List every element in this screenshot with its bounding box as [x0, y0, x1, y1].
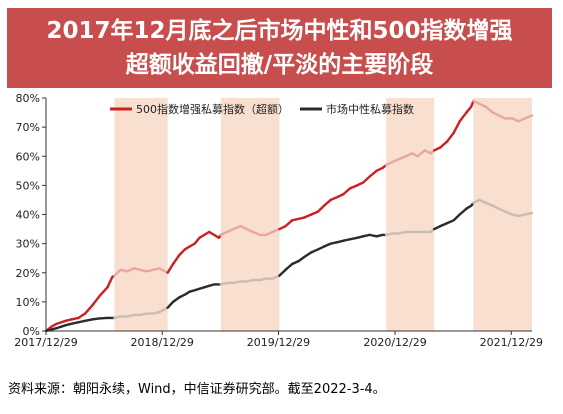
- series-segment: [271, 274, 281, 280]
- x-tick-label: 2021/12/29: [480, 336, 543, 349]
- series-segment: [284, 219, 294, 228]
- series-segment: [225, 227, 235, 234]
- series-segment: [484, 105, 495, 114]
- legend-label-2: 市场中性私募指数: [326, 102, 414, 116]
- series-segment: [271, 227, 281, 234]
- series-segment: [416, 149, 426, 158]
- y-tick-label: 80%: [16, 92, 40, 105]
- series-segment: [83, 318, 95, 323]
- series-segment: [98, 286, 109, 298]
- x-tick-label: 2020/12/29: [363, 336, 426, 349]
- series-segment: [362, 175, 371, 184]
- x-tick-label: 2019/12/29: [247, 336, 310, 349]
- chart-legend: 500指数增强私募指数（超额） 市场中性私募指数: [110, 102, 414, 116]
- series-segment: [465, 105, 473, 114]
- series-segment: [342, 187, 352, 196]
- series-segment: [484, 201, 495, 207]
- x-tick-label: 2018/12/29: [131, 336, 194, 349]
- series-segment: [91, 294, 101, 306]
- shaded-period-2: [220, 98, 280, 331]
- series-segment: [284, 262, 294, 272]
- series-segment: [310, 210, 320, 216]
- line-chart: 0% 10% 20% 30% 40% 50% 60% 70% 80% 2017/12/29 2018…: [14, 92, 543, 349]
- series-segment: [158, 306, 169, 314]
- series-1: [44, 99, 534, 333]
- series-segment: [303, 213, 313, 219]
- y-tick-label: 30%: [16, 238, 40, 251]
- series-segment: [397, 155, 408, 161]
- series-segment: [98, 316, 109, 320]
- series-segment: [368, 169, 378, 178]
- series-segment: [523, 211, 534, 216]
- series-segment: [166, 262, 175, 274]
- series-segment: [171, 296, 181, 304]
- series-segment: [193, 236, 201, 245]
- series-segment: [106, 275, 114, 289]
- shaded-period-1: [114, 98, 168, 331]
- series-segment: [303, 251, 313, 258]
- chart-series: [44, 99, 534, 333]
- series-segment: [322, 198, 332, 207]
- series-segment: [452, 120, 461, 135]
- series-segment: [390, 157, 401, 164]
- y-tick-label: 20%: [16, 267, 40, 280]
- series-segment: [458, 207, 468, 216]
- series-segment: [158, 267, 169, 274]
- series-segment: [251, 230, 262, 237]
- series-segment: [126, 267, 136, 273]
- series-segment: [348, 184, 359, 190]
- series-segment: [278, 268, 287, 277]
- series-segment: [310, 248, 320, 254]
- series-segment: [452, 213, 461, 222]
- shaded-period-3: [386, 98, 435, 331]
- series-segment: [166, 300, 175, 309]
- chart-title-line-2: 超额收益回撤/平淡的主要阶段: [125, 52, 434, 78]
- y-tick-label: 50%: [16, 179, 40, 192]
- x-tick-label: 2017/12/29: [14, 336, 77, 349]
- shaded-period-bands: [114, 98, 532, 331]
- series-segment: [77, 312, 87, 320]
- series-segment: [439, 140, 449, 149]
- series-2: [44, 198, 534, 333]
- series-segment: [445, 131, 455, 143]
- legend-label-1: 500指数增强私募指数（超额）: [136, 102, 289, 116]
- series-segment: [445, 219, 455, 225]
- chart-axes: 0% 10% 20% 30% 40% 50% 60% 70% 80% 2017/12/29 2018…: [14, 92, 543, 349]
- y-tick-label: 10%: [16, 296, 40, 309]
- title-banner: 2017年12月底之后市场中性和500指数增强 超额收益回撤/平淡的主要阶段: [7, 8, 552, 88]
- series-segment: [329, 195, 339, 202]
- series-segment: [322, 242, 332, 248]
- series-segment: [523, 114, 534, 120]
- series-segment: [177, 248, 187, 257]
- series-segment: [171, 254, 181, 266]
- y-tick-label: 60%: [16, 150, 40, 163]
- series-segment: [297, 255, 306, 263]
- series-segment: [83, 303, 95, 315]
- y-tick-label: 0%: [23, 325, 40, 338]
- source-note: 资料来源：朝阳永续，Wind，中信证券研究部。截至2022-3-4。: [8, 382, 386, 397]
- series-segment: [458, 111, 468, 123]
- series-segment: [316, 204, 326, 213]
- chart-title-line-1: 2017年12月底之后市场中性和500指数增强: [46, 18, 513, 44]
- series-segment: [439, 222, 449, 228]
- series-segment: [517, 117, 527, 123]
- series-segment: [232, 224, 242, 231]
- y-tick-label: 40%: [16, 209, 40, 222]
- series-segment: [113, 268, 122, 277]
- y-tick-label: 70%: [16, 121, 40, 134]
- series-segment: [504, 210, 514, 216]
